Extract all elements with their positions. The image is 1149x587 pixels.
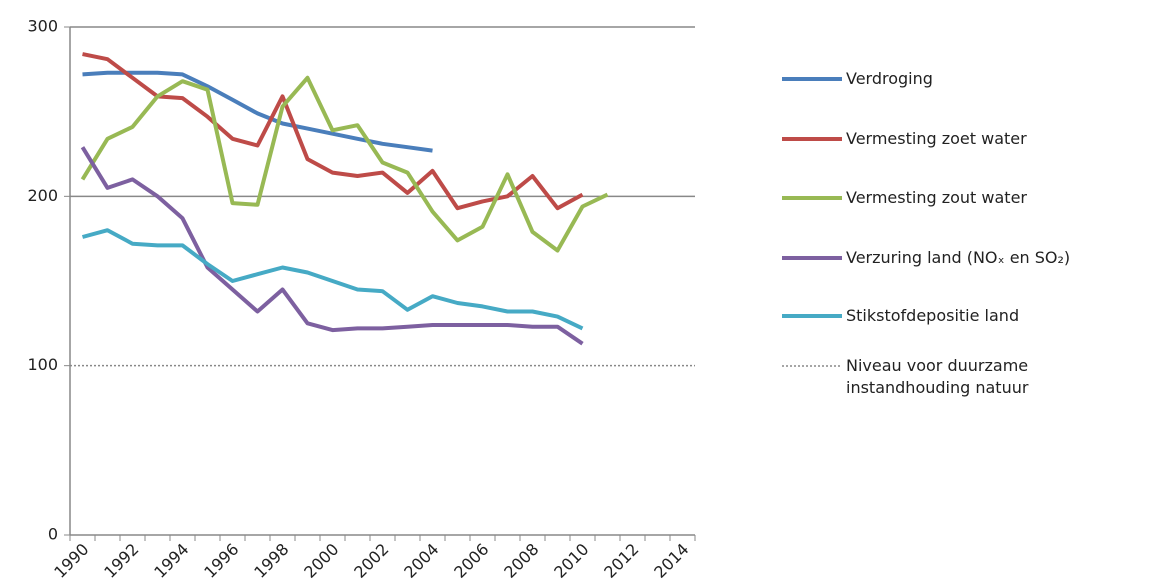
x-tick-label: 2010 xyxy=(550,540,592,582)
series-line xyxy=(81,228,584,331)
legend-label-box: Verdroging xyxy=(846,69,933,88)
series-line xyxy=(80,75,609,253)
legend-label-box: Niveau voor duurzame instandhouding natu… xyxy=(846,356,1029,397)
legend-label-box: Vermesting zoet water xyxy=(846,129,1027,148)
legend-label-box: Verzuring land (NOₓ en SO₂) xyxy=(846,248,1071,267)
legend-label-box: Stikstofdepositie land xyxy=(846,306,1020,325)
legend-label: Vermesting zout water xyxy=(846,188,1027,207)
legend-label: Niveau voor duurzame instandhouding natu… xyxy=(846,356,1029,397)
legend-label: Stikstofdepositie land xyxy=(846,306,1020,325)
y-tick-label: 100 xyxy=(27,355,58,374)
series-line xyxy=(82,70,433,153)
legend-label: Verdroging xyxy=(846,69,933,88)
y-tick-label: 300 xyxy=(27,17,58,36)
x-tick-label: 2004 xyxy=(400,540,442,582)
legend-label: Verzuring land (NOₓ en SO₂) xyxy=(846,248,1071,267)
x-tick-label: 2012 xyxy=(600,540,642,582)
x-tick-label: 1992 xyxy=(100,540,142,582)
y-tick-label: 200 xyxy=(27,186,58,205)
legend-label-box: Vermesting zout water xyxy=(846,188,1027,207)
x-tick-label: 2006 xyxy=(450,540,492,582)
legend-label: Vermesting zoet water xyxy=(846,129,1027,148)
x-tick-label: 2002 xyxy=(350,540,392,582)
x-tick-label: 1998 xyxy=(250,540,292,582)
x-tick-label: 2008 xyxy=(500,540,542,582)
x-tick-label: 2014 xyxy=(650,540,692,582)
x-tick-label: 2000 xyxy=(300,540,342,582)
x-tick-label: 1996 xyxy=(200,540,242,582)
series-line xyxy=(80,146,584,346)
x-tick-label: 1990 xyxy=(50,540,92,582)
x-tick-label: 1994 xyxy=(150,540,192,582)
y-tick-label: 0 xyxy=(48,525,58,544)
series-line xyxy=(82,52,584,211)
